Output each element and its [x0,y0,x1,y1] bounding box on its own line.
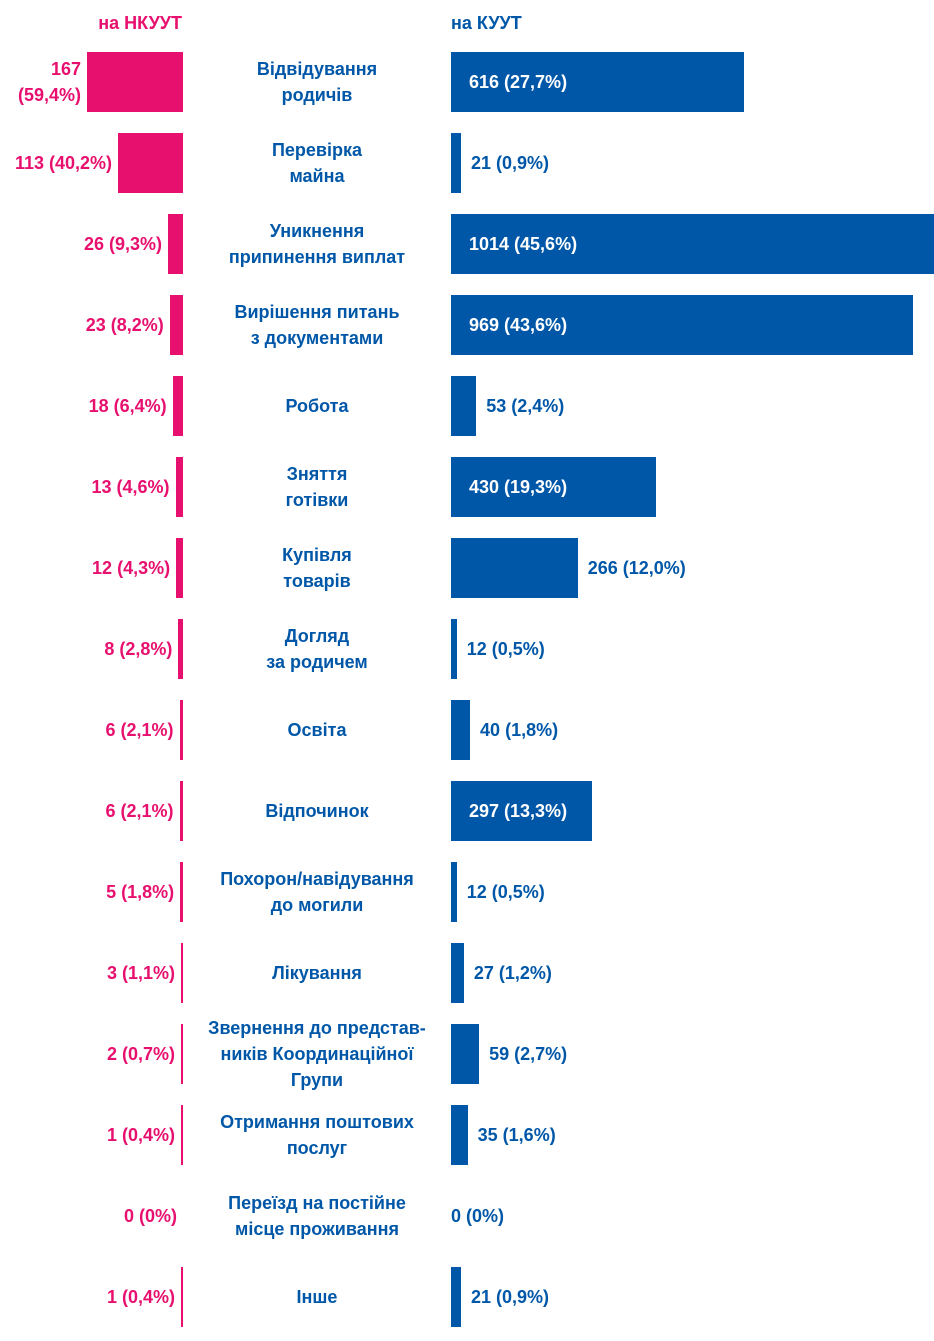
bar-right [451,1267,461,1327]
bar-left [178,619,183,679]
value-label-right: 430 (19,3%) [469,477,568,497]
category-label: Отримання поштових послуг [220,1112,414,1158]
bar-right [451,376,477,436]
category-label: Лікування [272,963,362,983]
bar-left [175,457,183,517]
value-label-right: 40 (1,8%) [480,720,559,740]
bar-left [168,214,183,274]
value-label-right: 35 (1,6%) [477,1125,556,1145]
value-label-left: 18 (6,4%) [88,396,167,416]
category-label: Освіта [287,720,347,740]
category-label: Перевірка майна [271,140,363,186]
bar-right [451,862,457,922]
bar-right [451,52,745,112]
value-label-right: 1014 (45,6%) [469,234,578,254]
value-label-right: 21 (0,9%) [471,1287,550,1307]
value-label-left: 8 (2,8%) [104,639,173,659]
category-label: Відвідування родичів [256,59,378,105]
value-label-left: 0 (0%) [123,1206,177,1226]
value-label-right: 21 (0,9%) [471,153,550,173]
value-label-right: 12 (0,5%) [466,639,545,659]
category-label: Інше [296,1287,338,1307]
value-label-right: 53 (2,4%) [486,396,565,416]
value-label-right: 27 (1,2%) [473,963,552,983]
category-label: Переїзд на постійне місце проживання [228,1193,406,1239]
category-label: Уникнення припинення виплат [228,221,406,267]
bar-left [180,862,183,922]
value-label-left: 6 (2,1%) [105,720,174,740]
bar-right [451,1024,480,1084]
value-label-left: 1 (0,4%) [106,1125,175,1145]
bar-right [451,538,578,598]
bar-right [451,214,934,274]
bar-left [176,538,183,598]
bar-right [451,781,593,841]
bar-left [181,1105,183,1165]
bar-right [451,700,471,760]
value-label-left: 113 (40,2%) [14,153,113,173]
bar-left [179,700,183,760]
bar-left [118,133,183,193]
bar-right [451,295,913,355]
bar-right [451,1105,468,1165]
bar-right [451,943,464,1003]
value-label-right: 297 (13,3%) [469,801,568,821]
legend-left: на НКУУТ [98,13,182,33]
value-label-right: 969 (43,6%) [469,315,568,335]
category-label: Відпочинок [265,801,369,821]
value-label-right: 59 (2,7%) [489,1044,568,1064]
value-label-left: 1 (0,4%) [106,1287,175,1307]
value-label-right: 0 (0%) [451,1206,505,1226]
bar-right [451,619,457,679]
category-label: Вирішення питань з документами [234,302,400,348]
bar-left [172,376,183,436]
value-label-left: 23 (8,2%) [85,315,164,335]
value-label-left: 2 (0,7%) [106,1044,175,1064]
value-label-left: 6 (2,1%) [105,801,174,821]
value-label-right: 12 (0,5%) [466,882,545,902]
category-label: Купівля товарів [282,545,352,591]
bar-right [451,457,656,517]
category-label: Похорон/навідування до могили [220,869,414,915]
bar-left [169,295,183,355]
value-label-left: 12 (4,3%) [92,558,171,578]
value-label-left: 13 (4,6%) [91,477,170,497]
value-label-right: 266 (12,0%) [587,558,686,578]
category-label: Звернення до представ- ників Координацій… [208,1018,426,1090]
bar-left [179,781,183,841]
value-label-left: 5 (1,8%) [106,882,175,902]
bar-left [181,1024,183,1084]
bar-left [181,943,183,1003]
category-label: Робота [285,396,349,416]
bar-left [87,52,183,112]
category-label: Зняття готівки [285,464,349,510]
value-label-left: 167 (59,4%) [17,59,81,105]
value-label-left: 3 (1,1%) [106,963,175,983]
value-label-left: 26 (9,3%) [84,234,163,254]
value-label-right: 616 (27,7%) [469,72,568,92]
category-label: Догляд за родичем [266,626,368,672]
bar-right [451,133,461,193]
legend-right: на КУУТ [451,13,522,33]
bar-left [181,1267,183,1327]
